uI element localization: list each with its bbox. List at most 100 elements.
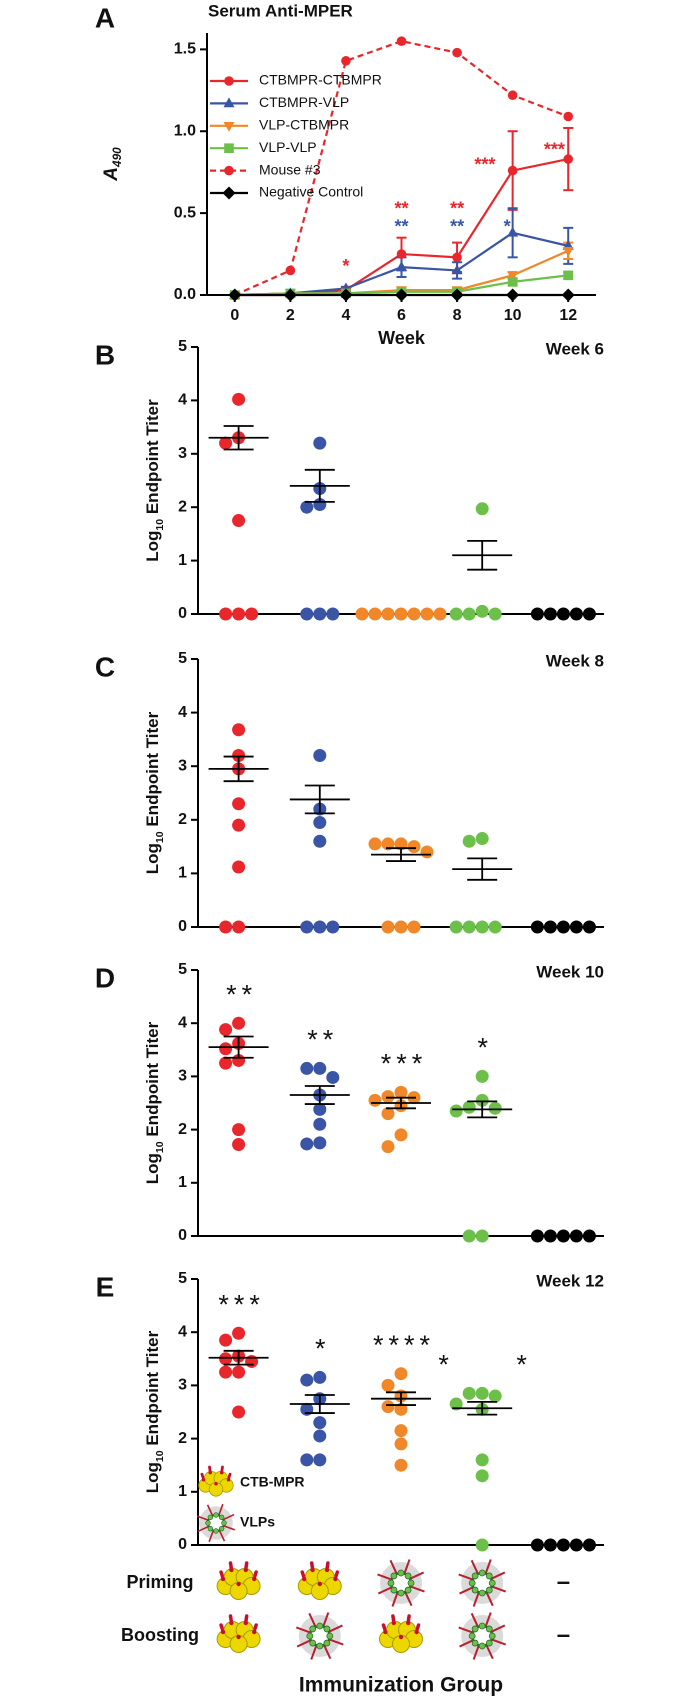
sem-bar	[223, 425, 254, 451]
marker	[223, 121, 235, 132]
y-tick-label: 3	[178, 445, 187, 462]
y-tick-label: 3	[178, 757, 187, 774]
y-label-sub: 10	[154, 1141, 166, 1153]
vlp-dot	[488, 1579, 496, 1587]
vlp-dot	[323, 1625, 331, 1633]
data-point	[407, 840, 421, 854]
ctb-mpr-icon	[216, 1561, 261, 1600]
y-tick-label: 5	[178, 961, 187, 978]
significance: *	[315, 1334, 331, 1364]
data-point	[394, 920, 408, 934]
vlp-dot	[213, 1512, 219, 1518]
data-point	[300, 500, 314, 514]
mpr-tip	[391, 1620, 396, 1626]
vlp-dot	[221, 1520, 227, 1526]
x-tick-label: 2	[286, 307, 295, 324]
sem-bar	[223, 1349, 254, 1366]
sem-bar	[467, 539, 498, 571]
vlp-dot	[309, 1625, 317, 1633]
y-label-sub: 490	[111, 147, 124, 168]
data-point	[582, 1538, 596, 1552]
vlp-dot	[207, 1525, 214, 1532]
marker	[222, 186, 236, 200]
legend-label: Mouse #3	[259, 161, 321, 177]
vlp-dot	[316, 1622, 324, 1630]
data-point	[219, 1042, 233, 1056]
vlp-dot	[323, 1639, 331, 1647]
marker	[507, 277, 518, 287]
significance: **	[450, 199, 464, 219]
data-point	[394, 1437, 408, 1451]
data-point	[313, 748, 327, 762]
marker	[561, 288, 575, 302]
marker	[396, 249, 407, 259]
data-point	[232, 392, 246, 406]
data-point	[232, 748, 246, 762]
data-point	[543, 607, 557, 621]
data-point	[313, 920, 327, 934]
vlp-icon	[458, 1612, 507, 1660]
marker	[395, 261, 408, 272]
panel-label: E	[96, 1271, 115, 1302]
mpr-tip	[220, 1629, 226, 1635]
y-tick-label: 4	[178, 1323, 187, 1340]
data-point	[569, 607, 583, 621]
data-point	[488, 920, 502, 934]
data-point	[407, 920, 421, 934]
data-point	[219, 436, 233, 450]
data-point	[530, 1229, 544, 1243]
mpr-tip	[220, 1470, 224, 1475]
data-point	[300, 1453, 314, 1467]
x-tick-label: 0	[230, 307, 239, 324]
data-point	[475, 502, 489, 516]
y-label-rest: Endpoint Titer	[143, 711, 162, 831]
mpr-tip	[252, 1576, 257, 1582]
icon-legend-label: CTB-MPR	[240, 1474, 305, 1490]
data-point	[381, 837, 395, 851]
vlp-dot	[404, 1572, 412, 1580]
data-point	[232, 514, 246, 528]
data-point	[582, 920, 596, 934]
y-label-rest: Endpoint Titer	[143, 1330, 162, 1450]
data-point	[326, 920, 340, 934]
significance: ***	[218, 1289, 265, 1319]
data-point	[381, 1400, 395, 1414]
data-point	[475, 1069, 489, 1083]
ctb-mpr-icon	[216, 1614, 261, 1653]
legend-label: CTBMPR-VLP	[259, 94, 349, 110]
data-point	[530, 607, 544, 621]
marker	[224, 143, 234, 153]
data-point	[245, 607, 259, 621]
y-label-text: Log	[143, 1462, 162, 1493]
panel-label: A	[95, 2, 115, 33]
vlp-icon	[377, 1559, 425, 1607]
icon-legend-label: VLPs	[240, 1514, 275, 1530]
sem-bar	[467, 1100, 498, 1119]
data-point	[449, 920, 463, 934]
row-label: Boosting	[121, 1625, 199, 1645]
y-tick-label: 3	[178, 1377, 187, 1394]
data-point	[569, 920, 583, 934]
sem-bar	[467, 857, 498, 881]
x-axis-label: Week	[378, 328, 426, 348]
mpr-tip	[333, 1576, 338, 1582]
vlp-dot	[468, 1632, 476, 1640]
vlp-dot	[488, 1632, 496, 1640]
y-axis-label: Log10 Endpoint Titer	[143, 1021, 165, 1184]
y-label-text: Log	[143, 843, 162, 874]
y-tick-label: 2	[178, 1121, 187, 1138]
significance: * *	[438, 1350, 532, 1380]
sem-bar	[223, 755, 254, 783]
mpr-tip	[208, 1470, 212, 1475]
marker	[563, 270, 574, 281]
data-point	[232, 797, 246, 811]
sem-bar	[386, 847, 416, 862]
data-point	[232, 860, 246, 874]
data-point	[556, 1538, 570, 1552]
chart-title: Serum Anti-MPER	[208, 1, 353, 20]
y-tick-label: 3	[178, 1068, 187, 1085]
data-point	[381, 1090, 395, 1104]
no-immunization: –	[557, 1621, 570, 1648]
mpr-tip	[398, 1634, 404, 1640]
